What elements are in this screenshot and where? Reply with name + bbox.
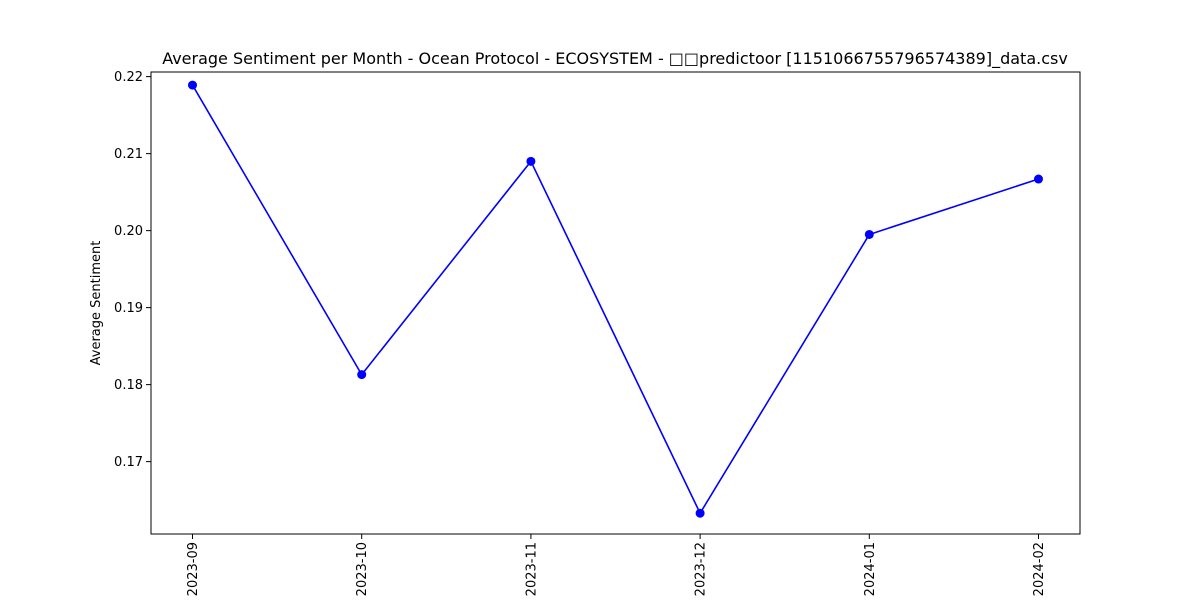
y-tick-label: 0.17 [114, 455, 143, 470]
y-axis-ticks: 0.17 0.18 0.19 0.20 0.21 0.22 [114, 70, 151, 470]
x-axis-ticks: 2023-09 2023-10 2023-11 2023-12 2024-01 2024-… [186, 534, 1047, 596]
y-tick-label: 0.21 [114, 147, 143, 162]
y-tick-label: 0.20 [114, 224, 143, 239]
data-point [188, 80, 197, 90]
x-tick-label: 2023-11 [524, 542, 539, 596]
series-group [188, 80, 1043, 518]
x-tick-label: 2023-12 [694, 542, 709, 596]
x-tick-label: 2024-01 [863, 542, 878, 596]
series-line [191, 84, 1039, 515]
data-point [526, 156, 536, 166]
chart-title: Average Sentiment per Month - Ocean Prot… [162, 49, 1068, 69]
y-tick-label: 0.18 [114, 378, 143, 393]
data-point [357, 370, 367, 380]
y-tick-label: 0.19 [114, 301, 143, 316]
data-point [695, 508, 705, 518]
x-tick-label: 2023-09 [186, 542, 201, 596]
plot-area-frame [150, 71, 1081, 535]
y-axis-label: Average Sentiment [89, 241, 104, 366]
data-point [864, 229, 874, 239]
y-tick-label: 0.22 [114, 70, 143, 85]
data-point [1034, 174, 1043, 184]
x-tick-label: 2023-10 [355, 542, 370, 596]
x-tick-label: 2024-02 [1032, 542, 1047, 596]
